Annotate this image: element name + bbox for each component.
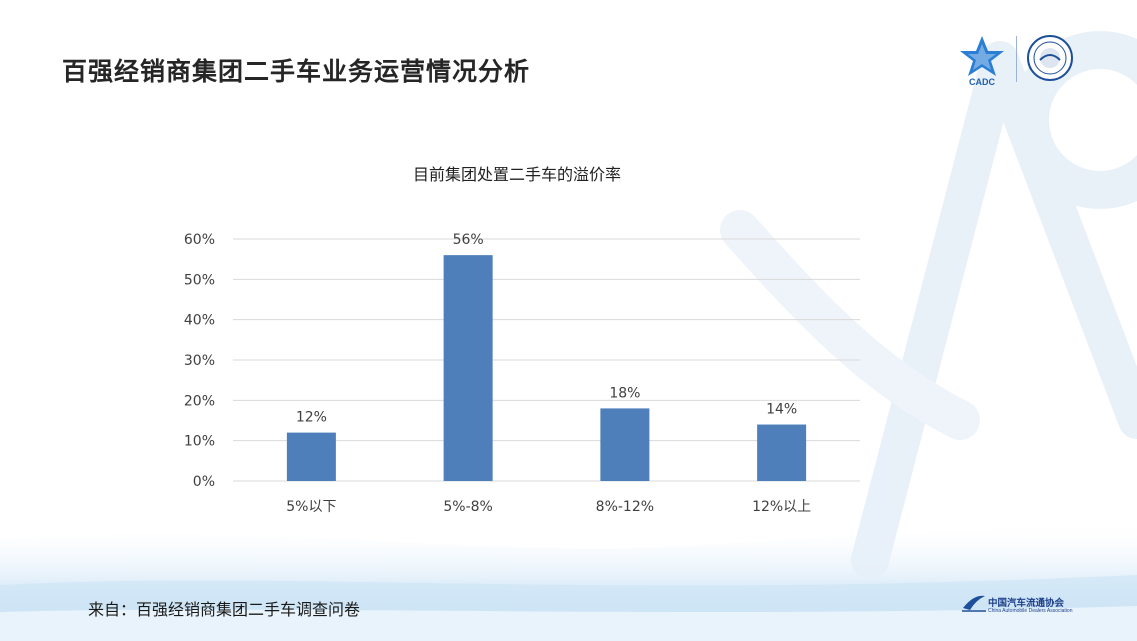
y-tick-label: 60%	[184, 232, 215, 248]
chart-title: 目前集团处置二手车的溢价率	[413, 165, 621, 184]
data-label: 12%	[296, 410, 327, 426]
x-tick-label: 5%-8%	[443, 499, 492, 515]
cada-footer-logo-icon	[962, 595, 986, 612]
page-title: 百强经销商集团二手车业务运营情况分析	[62, 57, 531, 86]
bar-3	[600, 408, 650, 481]
source-note: 来自：百强经销商集团二手车调查问卷	[88, 600, 361, 619]
footer-org-english: China Automobile Dealers Association	[988, 608, 1073, 614]
y-tick-label: 50%	[184, 272, 215, 288]
cadc-logo-text: CADC	[969, 77, 995, 86]
cadc-logo-icon: CADC	[960, 36, 1004, 86]
y-tick-label: 10%	[184, 434, 215, 450]
y-tick-label: 0%	[193, 474, 215, 490]
data-label: 56%	[453, 232, 484, 248]
data-label: 18%	[609, 385, 640, 401]
bar-1	[286, 432, 336, 481]
x-tick-label: 8%-12%	[596, 499, 654, 515]
y-tick-label: 30%	[184, 353, 215, 369]
x-tick-label: 12%以上	[752, 499, 811, 515]
association-seal-icon	[1027, 35, 1073, 81]
data-label: 14%	[766, 402, 797, 418]
x-tick-label: 5%以下	[286, 499, 336, 515]
y-tick-label: 40%	[184, 313, 215, 329]
footer-org-name: 中国汽车流通协会	[988, 598, 1065, 609]
bar-2	[443, 255, 493, 481]
y-tick-label: 20%	[184, 393, 215, 409]
logo-divider	[1016, 36, 1017, 82]
bar-4	[757, 424, 807, 481]
